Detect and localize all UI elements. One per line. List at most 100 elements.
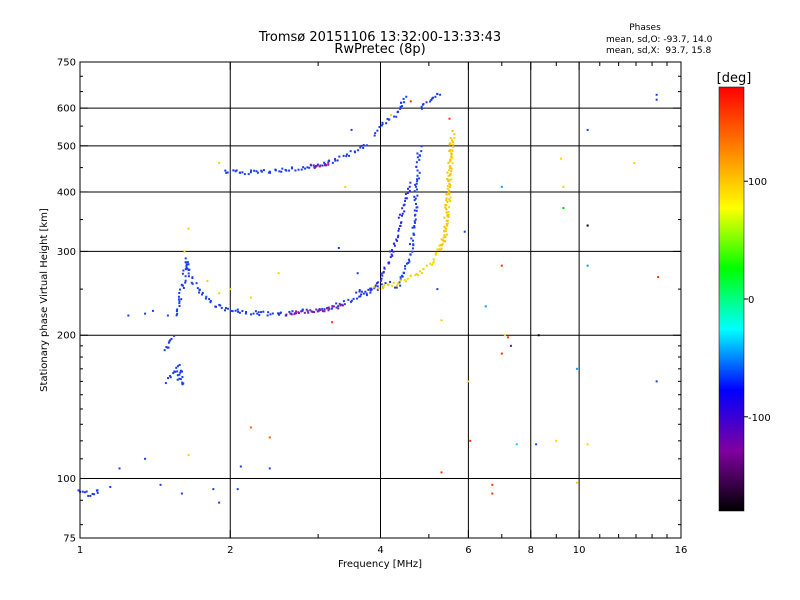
data-point (450, 155, 453, 158)
data-point (443, 230, 446, 233)
data-point (305, 308, 308, 311)
data-point (77, 489, 80, 492)
data-point (344, 185, 347, 188)
colorbar: [deg] 100 0 -100 (717, 71, 771, 512)
data-point (180, 298, 183, 301)
data-point (415, 161, 418, 164)
data-point (340, 303, 343, 306)
data-point (575, 367, 578, 370)
data-point (405, 197, 408, 200)
data-point (503, 334, 506, 337)
data-point (406, 192, 409, 195)
data-point (338, 155, 341, 158)
data-point (332, 305, 335, 308)
data-point (500, 264, 503, 267)
data-point (184, 281, 187, 284)
data-point (167, 377, 170, 380)
data-point (250, 313, 253, 316)
data-point (378, 126, 381, 129)
data-point (408, 243, 411, 246)
data-point (393, 115, 396, 118)
data-point (415, 273, 418, 276)
data-point (319, 309, 322, 312)
data-point (393, 244, 396, 247)
data-point (425, 101, 428, 104)
data-point (269, 171, 272, 174)
data-point (447, 215, 450, 218)
data-point (187, 263, 190, 266)
data-point (446, 214, 449, 217)
data-point (449, 160, 452, 163)
data-point (404, 264, 407, 267)
data-point (422, 268, 425, 271)
data-point (446, 171, 449, 174)
data-point (448, 169, 451, 172)
data-point (304, 167, 307, 170)
chart-subtitle: RwPretec (8p) (334, 42, 425, 57)
data-point (432, 261, 435, 264)
data-point (348, 154, 351, 157)
data-point (392, 242, 395, 245)
data-point (440, 247, 443, 250)
data-point (411, 250, 414, 253)
data-point (244, 312, 247, 315)
data-point (392, 250, 395, 253)
data-point (214, 305, 217, 308)
data-point (349, 300, 352, 303)
data-point (219, 304, 222, 307)
data-point (178, 292, 181, 295)
data-point (469, 439, 472, 442)
data-point (195, 282, 198, 285)
data-point (444, 240, 447, 243)
y-tick-label: 600 (57, 104, 76, 115)
data-point (349, 150, 352, 153)
data-point (369, 287, 372, 290)
data-point (411, 247, 414, 250)
data-point (234, 309, 237, 312)
data-point (295, 312, 298, 315)
data-point (381, 274, 384, 277)
data-point (360, 144, 363, 147)
data-point (448, 174, 451, 177)
data-point (397, 110, 400, 113)
data-point (209, 300, 212, 303)
data-point (262, 310, 265, 313)
data-point (313, 166, 316, 169)
data-point (447, 174, 450, 177)
data-point (271, 312, 274, 315)
data-point (381, 287, 384, 290)
data-point (328, 159, 331, 162)
data-point (448, 178, 451, 181)
data-point (440, 471, 443, 474)
data-point (267, 311, 270, 314)
data-point (297, 311, 300, 314)
phase-box-line-o: mean, sd,O: -93.7, 14.0 (606, 35, 713, 45)
data-point (441, 242, 444, 245)
data-point (316, 164, 319, 167)
data-point (407, 258, 410, 261)
x-tick-label: 8 (528, 545, 534, 556)
data-point (175, 366, 178, 369)
data-point (345, 155, 348, 158)
data-point (335, 306, 338, 309)
data-point (355, 291, 358, 294)
data-point (347, 298, 350, 301)
data-point (185, 263, 188, 266)
data-point (415, 202, 418, 205)
data-point (381, 121, 384, 124)
data-point (342, 300, 345, 303)
data-point (399, 279, 402, 282)
y-tick-label: 200 (57, 331, 76, 342)
data-point (167, 341, 170, 344)
data-point (444, 235, 447, 238)
data-point (449, 183, 452, 186)
data-point (445, 193, 448, 196)
data-point (415, 188, 418, 191)
data-point (369, 291, 372, 294)
data-point (655, 98, 658, 101)
data-point (321, 310, 324, 313)
data-point (398, 213, 401, 216)
data-point (308, 166, 311, 169)
data-point (327, 161, 330, 164)
data-point (438, 244, 441, 247)
